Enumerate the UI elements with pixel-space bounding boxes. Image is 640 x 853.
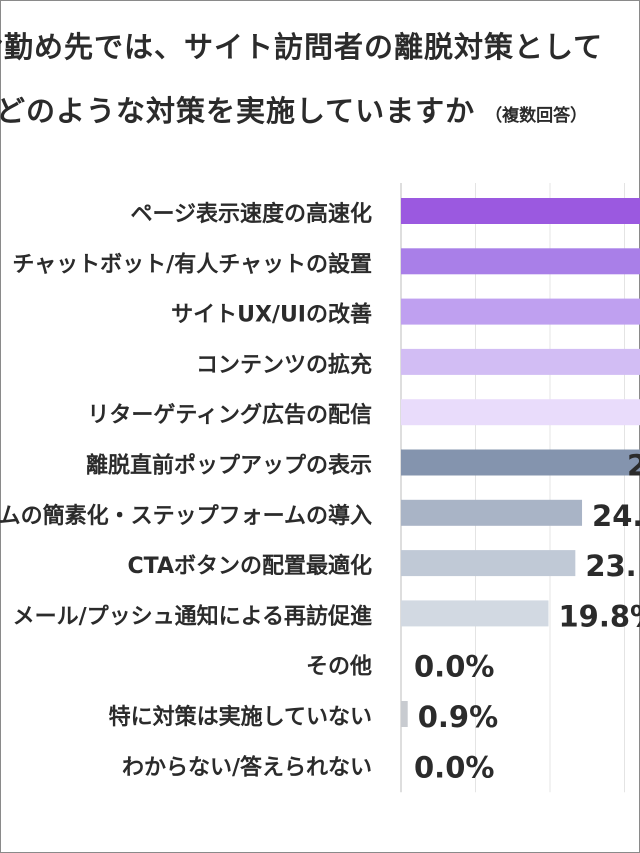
category-label: 離脱直前ポップアップの表示: [86, 453, 372, 479]
category-label: メール/プッシュ通知による再訪促進: [13, 603, 372, 629]
bar: [401, 248, 640, 275]
bar: [401, 348, 640, 375]
data-label: 2: [627, 449, 640, 483]
data-label: 0.0%: [414, 750, 494, 784]
category-label: ページ表示速度の高速化: [130, 201, 372, 227]
category-label: CTAボタンの配置最適化: [128, 553, 372, 579]
bar: [401, 399, 640, 426]
chart-title-note: （複数回答）: [485, 106, 588, 126]
category-label: わからない/答えられない: [122, 754, 372, 780]
category-label: リターゲティング広告の配信: [87, 402, 372, 428]
chart-title-line-2-text: どのような対策を実施していますか: [0, 94, 476, 128]
category-label: チャットボット/有人チャットの設置: [12, 251, 372, 277]
data-label: 19.8%: [559, 599, 640, 633]
chart-title-line-1: お勤め先では、サイト訪問者の離脱対策として: [0, 30, 604, 64]
bar: [401, 550, 576, 577]
category-label: その他: [306, 655, 372, 680]
bar: [401, 701, 408, 727]
bar: [401, 449, 640, 476]
data-label: 0.0%: [414, 650, 494, 684]
bar: [401, 298, 640, 325]
bar: [401, 600, 549, 627]
category-label: 特に対策は実施していない: [109, 704, 372, 730]
category-label: コンテンツの拡充: [196, 352, 372, 378]
bar: [401, 198, 640, 224]
data-label: 0.9%: [418, 700, 498, 734]
category-label: サイトUX/UIの改善: [171, 302, 372, 328]
chart-title-line-2: どのような対策を実施していますか （複数回答）: [0, 88, 587, 130]
data-label: 23.: [585, 549, 636, 583]
data-label: 24.: [592, 499, 640, 533]
bar: [401, 499, 583, 526]
category-label: 入力フォームの簡素化・ステップフォームの導入: [0, 503, 372, 529]
